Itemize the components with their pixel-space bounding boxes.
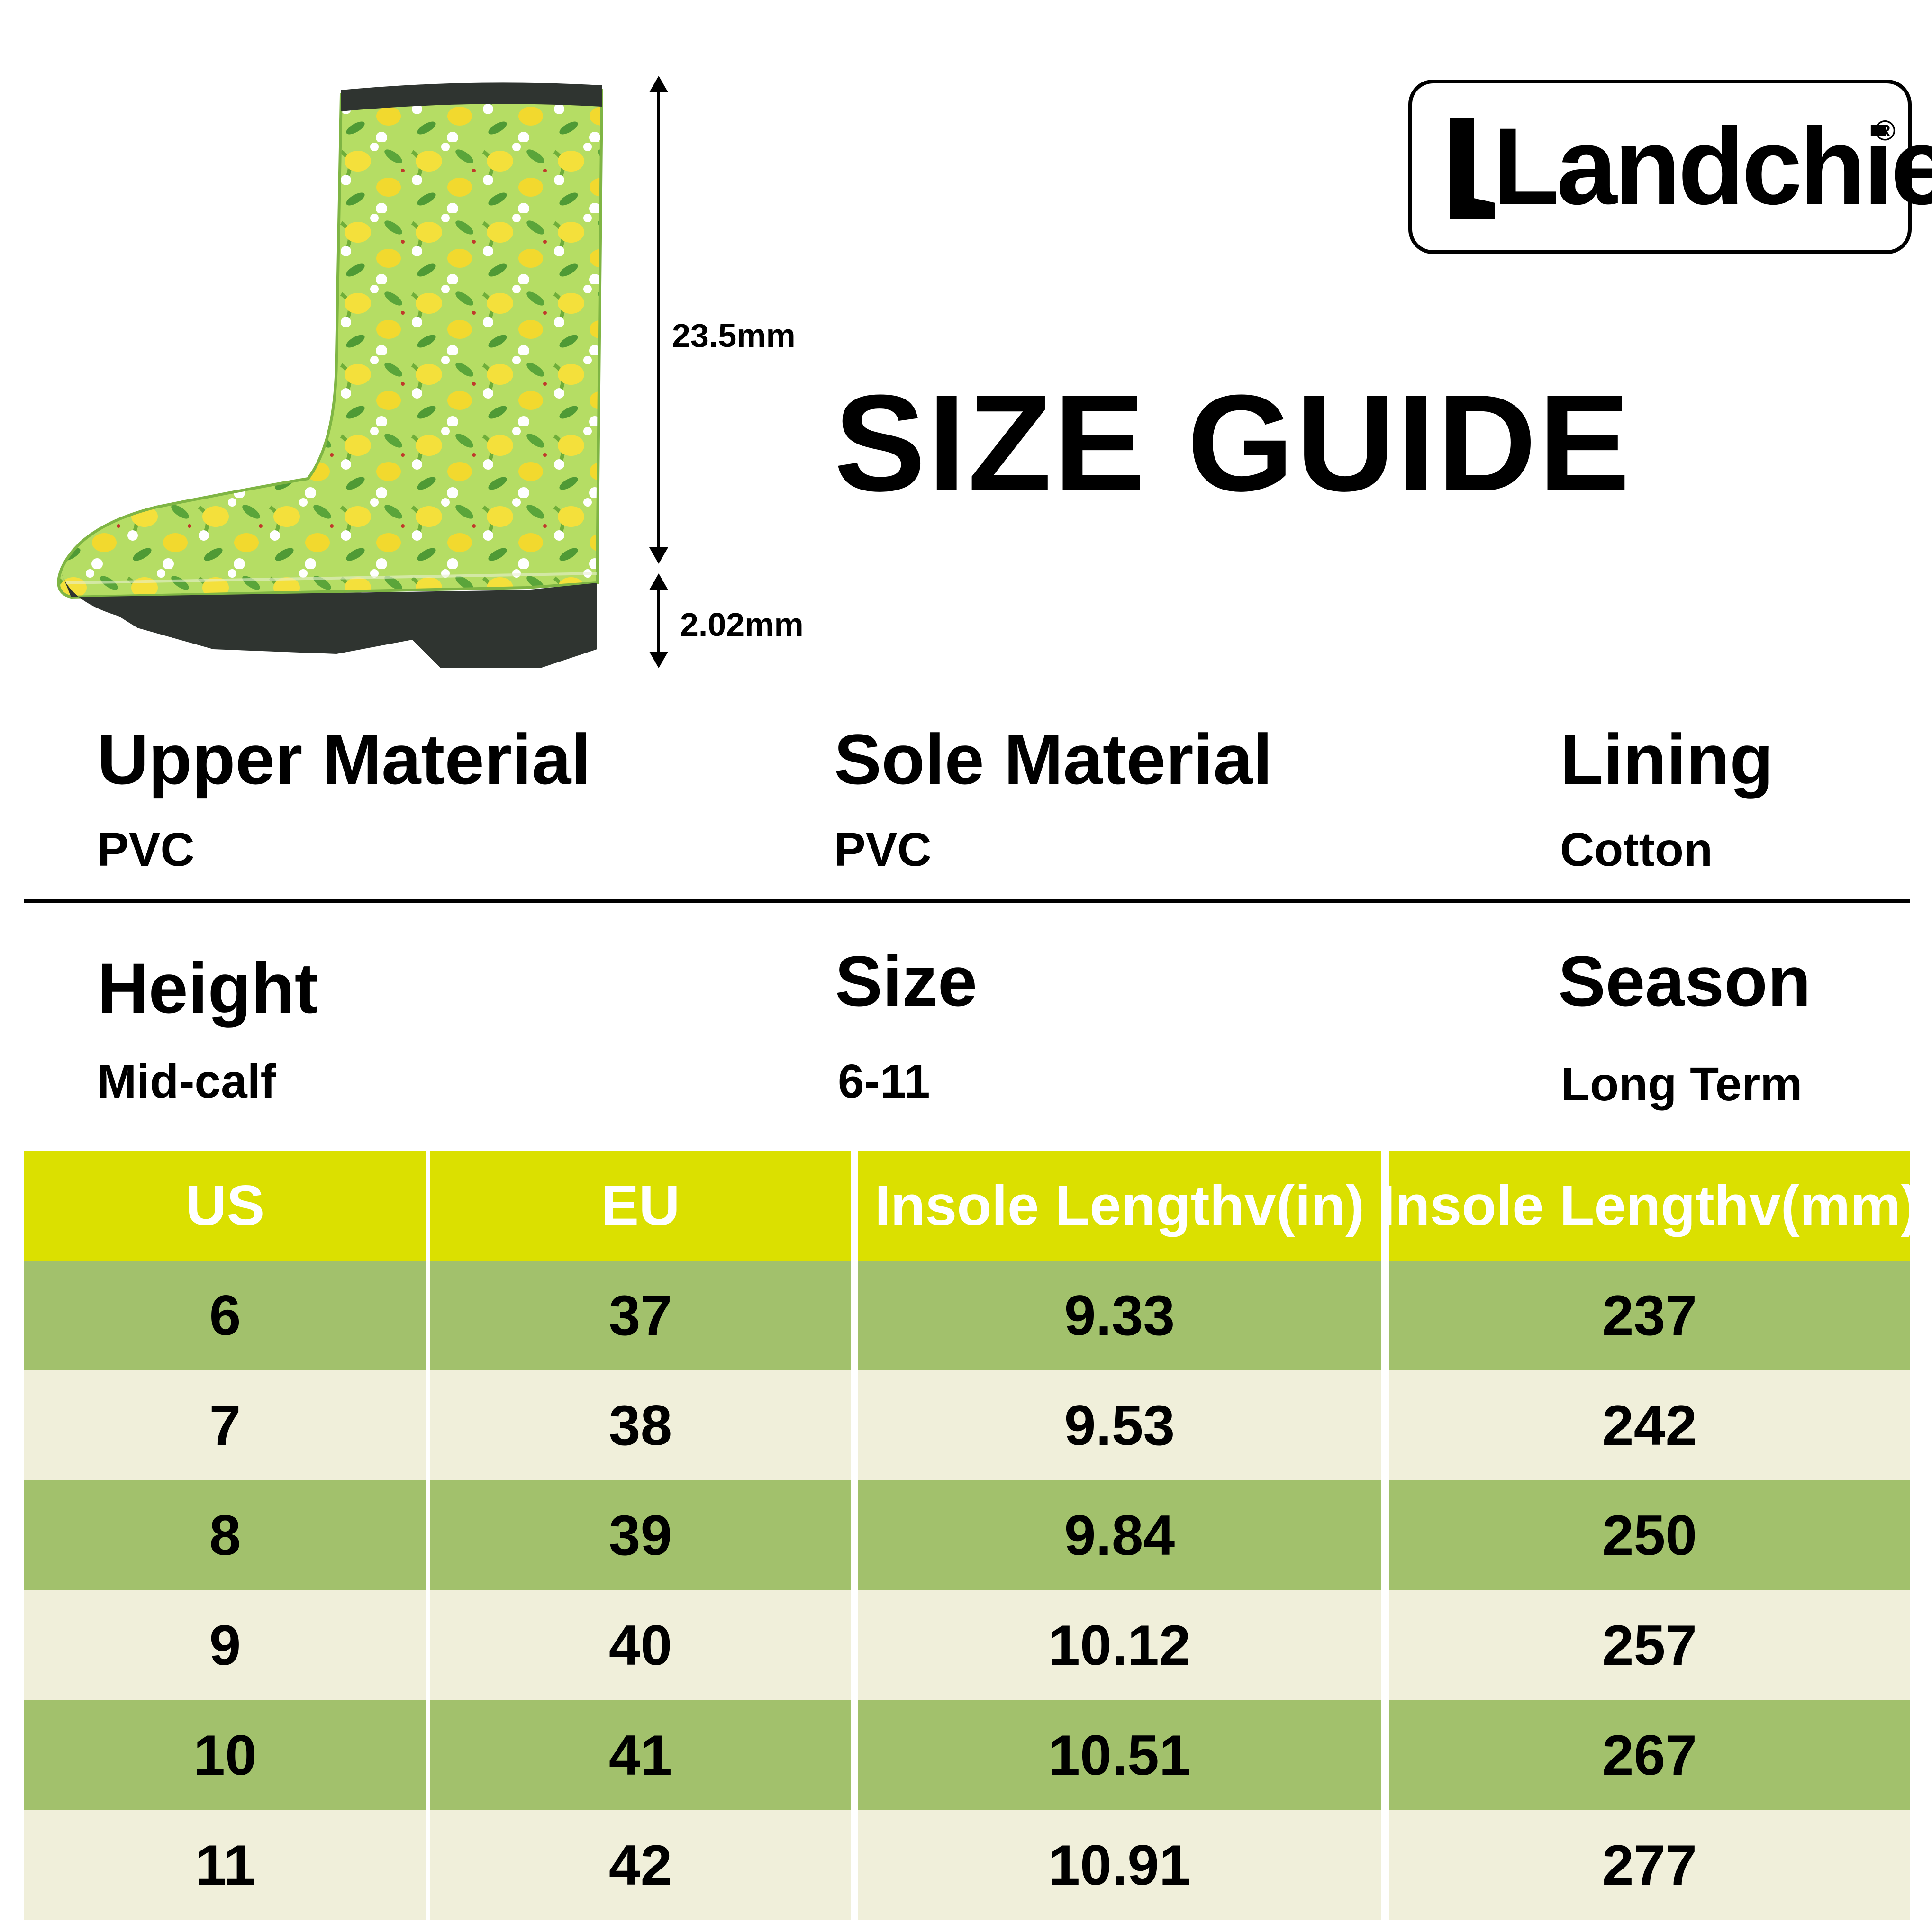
lining-label: Lining [1560,719,1773,799]
table-cell-us: 7 [24,1370,426,1480]
boot-image [57,82,604,668]
table-cell-insole-in: 9.53 [858,1370,1381,1480]
table-cell-insole-mm: 257 [1389,1590,1910,1700]
table-cell-insole-mm: 267 [1389,1700,1910,1810]
size-value: 6-11 [838,1055,930,1108]
header-insole-mm: Insole Lengthv(mm) [1379,1151,1920,1261]
table-cell-insole-mm: 250 [1389,1480,1910,1590]
size-label: Size [835,941,978,1021]
boot-logo-icon [1450,118,1495,219]
height-value: Mid-calf [97,1055,276,1108]
table-cell-us: 10 [24,1700,426,1810]
height-label: Height [97,948,318,1028]
table-cell-insole-in: 10.51 [858,1700,1381,1810]
heel-height-label: 2.02mm [680,606,804,643]
section-divider [24,899,1910,903]
brand-name: Landchief [1493,105,1932,227]
lining-value: Cotton [1560,823,1713,876]
table-cell-insole-in: 10.12 [858,1590,1381,1700]
dimension-arrows [649,76,668,668]
table-cell-us: 9 [24,1590,426,1700]
registered-mark: ® [1874,115,1896,146]
brand-logo: Landchief ® [1408,80,1932,254]
page-title: SIZE GUIDE [834,366,1632,520]
header-us: US [24,1151,426,1261]
table-cell-insole-mm: 237 [1389,1261,1910,1370]
upper-material-label: Upper Material [97,719,591,799]
table-cell-eu: 40 [430,1590,851,1700]
table-cell-eu: 42 [430,1810,851,1920]
table-cell-insole-mm: 242 [1389,1370,1910,1480]
table-cell-us: 11 [24,1810,426,1920]
sole-material-value: PVC [834,823,932,876]
table-cell-insole-in: 10.91 [858,1810,1381,1920]
season-label: Season [1558,941,1811,1021]
header-insole-in: Insole Lengthv(in) [858,1151,1381,1261]
shaft-height-label: 23.5mm [672,317,796,354]
header-eu: EU [430,1151,851,1261]
table-cell-us: 8 [24,1480,426,1590]
upper-material-value: PVC [97,823,195,876]
table-cell-eu: 41 [430,1700,851,1810]
table-cell-eu: 39 [430,1480,851,1590]
table-cell-eu: 37 [430,1261,851,1370]
table-cell-insole-in: 9.33 [858,1261,1381,1370]
table-cell-insole-mm: 277 [1389,1810,1910,1920]
size-table: US EU Insole Lengthv(in) Insole Lengthv(mm)… [24,1151,1920,1932]
sole-material-label: Sole Material [834,719,1273,799]
table-cell-us: 6 [24,1261,426,1370]
season-value: Long Term [1561,1058,1803,1111]
table-cell-insole-in: 9.84 [858,1480,1381,1590]
table-cell-eu: 38 [430,1370,851,1480]
